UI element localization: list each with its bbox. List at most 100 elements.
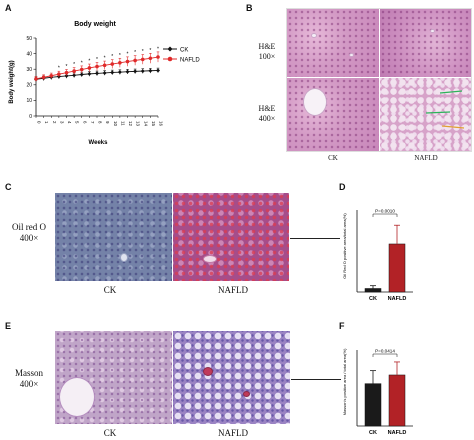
- panel-d-letter: D: [339, 182, 346, 192]
- oil-nafld-caption: NAFLD: [217, 285, 248, 295]
- series-nafld-point: [118, 61, 122, 65]
- p-value-annotation: P=0.0010: [375, 209, 395, 214]
- series-ck-point: [125, 69, 130, 74]
- y-tick-label: 0: [29, 114, 32, 120]
- significance-bracket: [372, 353, 398, 357]
- x-tick-label: 2: [52, 121, 57, 124]
- masson-y-axis-label: Masson's positive area / total area(%): [342, 348, 347, 415]
- p-value-annotation: P=0.0414: [375, 349, 395, 354]
- series-ck-point: [156, 68, 160, 73]
- significance-mark: *: [142, 49, 144, 55]
- series-ck-point: [87, 71, 92, 76]
- masson-ck-caption: CK: [103, 428, 117, 438]
- series-ck-point: [140, 69, 145, 74]
- he-nafld-caption: NAFLD: [414, 154, 438, 162]
- series-ck-point: [64, 73, 69, 78]
- x-tick-label: 11: [120, 121, 125, 126]
- bar-ck: [364, 383, 382, 427]
- series-nafld-point: [140, 57, 145, 62]
- x-tick-label: 12: [128, 121, 133, 126]
- x-tick-label: 15: [151, 121, 156, 126]
- category-label-nafld: NAFLD: [388, 296, 407, 302]
- significance-mark: *: [149, 48, 151, 54]
- connector-line-e: [291, 379, 341, 380]
- x-axis-label: Weeks: [89, 140, 109, 146]
- significance-mark: *: [66, 64, 68, 70]
- series-nafld-point: [156, 55, 160, 59]
- chart-title: Body weight: [74, 21, 116, 28]
- series-ck-point: [95, 71, 99, 76]
- y-tick-label: 30: [26, 67, 32, 73]
- significance-mark: *: [111, 54, 113, 60]
- x-tick-label: 3: [59, 121, 64, 124]
- significance-mark: *: [134, 50, 136, 56]
- chart-legend: CK NAFLD: [163, 46, 200, 64]
- x-tick-label: 14: [143, 121, 148, 126]
- significance-mark: *: [96, 57, 98, 63]
- series-nafld-point: [34, 77, 38, 81]
- oil-red-o-nafld-image: [173, 193, 289, 281]
- he-100-ck-image: [287, 9, 379, 77]
- category-label-ck: CK: [369, 296, 377, 302]
- significance-mark: *: [157, 46, 159, 52]
- fat-vacuole-arrows: [425, 90, 465, 129]
- x-tick-label: 9: [105, 121, 110, 124]
- y-tick-label: 40: [26, 51, 32, 57]
- he-400-row-label: H&E 400×: [258, 104, 276, 123]
- legend-ck-marker: [167, 46, 173, 52]
- y-tick-label: 50: [26, 36, 32, 42]
- series-nafld-point: [95, 64, 99, 69]
- x-tick-label: 6: [82, 121, 87, 124]
- legend-nafld-marker: [167, 56, 173, 62]
- x-tick-label: 10: [113, 121, 118, 126]
- series-nafld-point: [79, 67, 84, 72]
- significance-mark: *: [119, 53, 121, 59]
- series-nafld-point: [148, 56, 153, 61]
- series-nafld-point: [41, 75, 46, 80]
- series-nafld-point: [102, 63, 107, 68]
- series-ck-point: [72, 73, 77, 78]
- oil-red-o-bar-chart: Oil Red O positive area/total area(%) CK…: [342, 209, 413, 302]
- x-tick-label: 16: [159, 121, 164, 126]
- category-label-ck: CK: [369, 430, 377, 436]
- significance-mark: *: [81, 60, 83, 66]
- x-tick-label: 0: [37, 121, 42, 124]
- y-tick-label: 10: [26, 98, 32, 104]
- panel-e-letter: E: [5, 321, 12, 331]
- series-nafld-point: [72, 69, 76, 73]
- oil-ck-caption: CK: [103, 285, 117, 295]
- legend-nafld-label: NAFLD: [180, 58, 200, 64]
- x-tick-label: 7: [90, 121, 95, 124]
- oil-red-o-ck-image: [55, 193, 172, 281]
- legend-ck-label: CK: [180, 48, 188, 54]
- x-tick-label: 13: [136, 121, 141, 126]
- masson-ck-image: [55, 331, 172, 424]
- y-axis-label: Body weight(g): [9, 60, 15, 103]
- he-ck-caption: CK: [328, 154, 338, 162]
- series-nafld-point: [49, 73, 54, 78]
- bar-nafld: [388, 374, 406, 427]
- panel-c-letter: C: [5, 182, 12, 192]
- panel-b-letter: B: [246, 3, 253, 13]
- category-label-nafld: NAFLD: [388, 430, 407, 436]
- bar-nafld: [388, 243, 406, 293]
- significance-mark: *: [73, 62, 75, 68]
- y-tick-label: 20: [26, 83, 32, 89]
- series-nafld-point: [125, 59, 130, 64]
- body-weight-chart: Body weight Body weight(g) Weeks 0102030…: [9, 21, 200, 146]
- plot-area: CK NAFLD P=0.0414: [356, 349, 413, 436]
- x-tick-label: 4: [67, 121, 72, 124]
- masson-bar-chart: Masson's positive area / total area(%) C…: [342, 348, 413, 436]
- x-tick-label: 5: [75, 121, 80, 124]
- series-ck-point: [79, 72, 84, 77]
- oil-red-o-stain-label: Oil red O 400×: [12, 222, 46, 243]
- series-ck-point: [133, 69, 138, 74]
- x-tick-label: 8: [98, 121, 103, 124]
- series-nafld-point: [133, 58, 137, 63]
- he-100-row-label: H&E 100×: [258, 42, 276, 61]
- significance-bracket: [372, 213, 398, 217]
- significance-mark: *: [104, 56, 106, 62]
- series-nafld-point: [110, 62, 115, 66]
- significance-mark: *: [58, 66, 60, 72]
